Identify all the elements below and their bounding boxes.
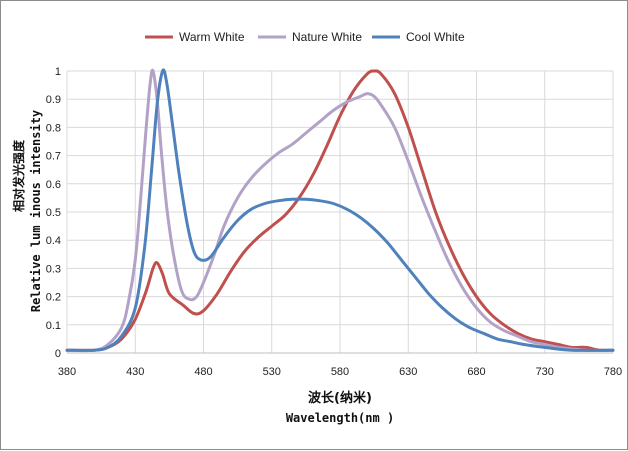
- y-axis-label-en: Relative lum inous intensity: [29, 110, 43, 312]
- y-tick-labels: 0 0.1 0.2 0.3 0.4 0.5 0.6 0.7 0.8 0.9 1: [46, 66, 61, 360]
- y-tick-label: 0.9: [46, 94, 61, 106]
- y-tick-label: 0.4: [46, 235, 61, 247]
- x-tick-label: 680: [467, 366, 485, 378]
- y-axis-label-cn: 相对发光强度: [11, 139, 26, 212]
- x-tick-label: 430: [126, 366, 144, 378]
- series-line-warm-white: [65, 69, 615, 352]
- x-tick-label: 630: [399, 366, 417, 378]
- y-tick-label: 0.5: [46, 207, 61, 219]
- y-tick-label: 0.3: [46, 263, 61, 275]
- y-tick-label: 0: [55, 348, 61, 360]
- x-tick-label: 580: [331, 366, 349, 378]
- y-tick-label: 0.7: [46, 151, 61, 163]
- x-tick-label: 730: [536, 366, 554, 378]
- y-tick-label: 0.1: [46, 320, 61, 332]
- y-tick-label: 0.6: [46, 179, 61, 191]
- series-line-cool-white: [65, 68, 615, 352]
- x-tick-label: 780: [604, 366, 622, 378]
- y-tick-label: 0.8: [46, 122, 61, 134]
- x-tick-labels: 380 430 480 530 580 630 680 730 780: [58, 366, 622, 378]
- x-tick-label: 480: [194, 366, 212, 378]
- x-axis-label-cn: 波长(纳米): [308, 390, 372, 406]
- legend-label-nature-white: Nature White: [292, 30, 362, 44]
- series-line-nature-white: [65, 68, 615, 353]
- legend-label-cool-white: Cool White: [406, 30, 465, 44]
- legend: Warm White Nature White Cool White: [145, 30, 465, 44]
- series-lines: [65, 68, 615, 353]
- x-axis-label-en: Wavelength(nm ): [286, 411, 394, 425]
- y-tick-label: 1: [55, 66, 61, 78]
- y-tick-label: 0.2: [46, 292, 61, 304]
- legend-label-warm-white: Warm White: [179, 30, 245, 44]
- x-tick-label: 380: [58, 366, 76, 378]
- x-tick-label: 530: [263, 366, 281, 378]
